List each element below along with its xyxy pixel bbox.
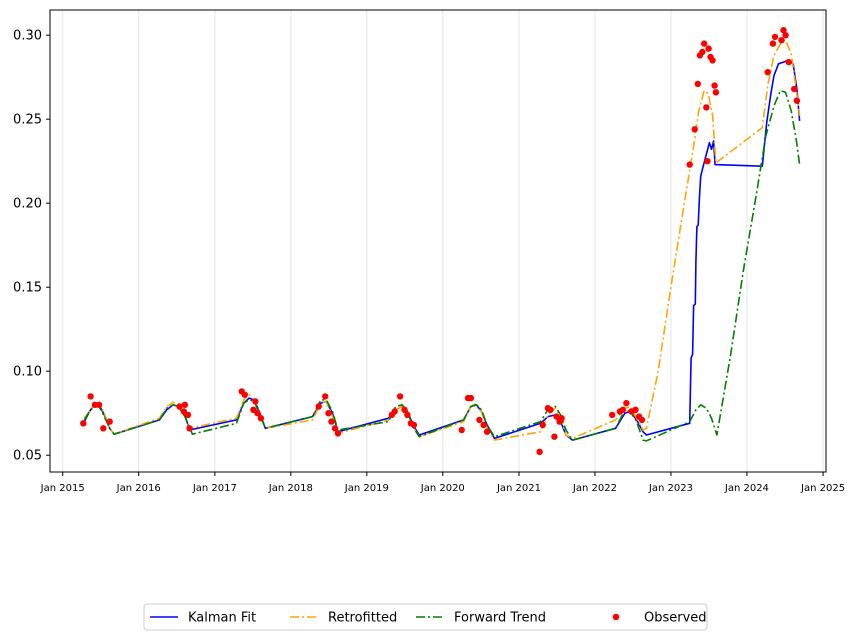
observed-point	[771, 33, 779, 41]
observed-point	[334, 430, 342, 437]
observed-point	[315, 403, 322, 410]
y-tick-label: 0.20	[13, 197, 42, 212]
observed-point	[106, 418, 113, 425]
observed-point	[257, 415, 265, 422]
observed-point	[778, 37, 785, 44]
observed-point	[705, 45, 712, 52]
observed-point	[632, 406, 639, 413]
observed-point	[793, 97, 801, 104]
observed-point	[686, 161, 693, 168]
x-tick-label: Jan 2021	[496, 483, 541, 494]
observed-point	[785, 58, 792, 66]
legend-label-retrofitted: Retrofitted	[328, 611, 397, 626]
legend-label-observed: Observed	[644, 611, 707, 626]
observed-point	[95, 401, 103, 408]
y-tick-label: 0.15	[13, 281, 42, 296]
observed-point	[703, 104, 710, 111]
y-tick-label: 0.30	[13, 29, 42, 44]
observed-points	[80, 27, 801, 455]
observed-point	[701, 40, 708, 47]
observed-point	[609, 411, 616, 419]
retrofitted-series-line	[83, 39, 801, 441]
y-tick-label: 0.10	[13, 365, 42, 380]
observed-point	[547, 406, 554, 413]
x-tick-label: Jan 2023	[648, 483, 693, 494]
x-tick-label: Jan 2025	[800, 483, 845, 494]
grid-layer	[62, 10, 824, 472]
y-axis: 0.05 0.10 0.15 0.20 0.25 0.30	[13, 29, 50, 464]
observed-point	[709, 57, 716, 64]
x-tick-label: Jan 2024	[724, 483, 769, 494]
observed-point	[558, 415, 565, 422]
observed-point	[699, 48, 706, 56]
observed-point	[328, 418, 335, 425]
forward-series-line	[83, 89, 801, 442]
observed-point	[87, 393, 94, 400]
observed-point	[331, 425, 339, 432]
observed-point	[764, 69, 771, 76]
legend-label-forward: Forward Trend	[454, 611, 546, 626]
x-tick-label: Jan 2022	[572, 483, 617, 494]
observed-point	[638, 416, 646, 424]
legend-marker-observed	[612, 613, 620, 621]
legend-box	[143, 603, 708, 631]
observed-point	[712, 89, 720, 96]
observed-point	[100, 425, 107, 432]
observed-point	[254, 410, 261, 417]
observed-point	[704, 158, 711, 165]
observed-point	[410, 421, 418, 429]
y-tick-label: 0.05	[13, 449, 42, 464]
observed-point	[780, 27, 787, 34]
observed-point	[186, 425, 193, 432]
observed-point	[623, 399, 630, 407]
observed-point	[396, 393, 404, 400]
observed-point	[401, 406, 408, 413]
x-tick-label: Jan 2016	[116, 483, 161, 494]
observed-point	[404, 411, 411, 419]
observed-point	[252, 398, 259, 405]
kalman-series-line	[83, 59, 801, 441]
observed-point	[711, 82, 718, 89]
observed-point	[791, 85, 798, 93]
observed-point	[80, 420, 87, 427]
x-tick-label: Jan 2017	[192, 483, 237, 494]
observed-point	[539, 421, 546, 429]
observed-point	[467, 394, 475, 402]
observed-point	[553, 413, 560, 420]
observed-point	[325, 410, 332, 417]
y-tick-label: 0.25	[13, 113, 42, 128]
x-axis: Jan 2015 Jan 2016 Jan 2017 Jan 2018 Jan 2019…	[40, 472, 845, 494]
observed-point	[691, 126, 698, 133]
plot-frame	[49, 9, 827, 473]
series-layer	[83, 39, 801, 442]
observed-point	[184, 411, 192, 419]
observed-point	[619, 406, 626, 413]
observed-point	[391, 408, 398, 415]
observed-point	[694, 80, 701, 88]
observed-point	[476, 416, 483, 424]
observed-point	[536, 448, 543, 455]
observed-point	[181, 401, 189, 408]
x-tick-label: Jan 2015	[40, 483, 85, 494]
observed-point	[241, 391, 248, 398]
observed-point	[769, 40, 777, 47]
observed-point	[458, 426, 465, 434]
observed-point	[782, 32, 789, 39]
x-tick-label: Jan 2018	[268, 483, 313, 494]
observed-point	[176, 403, 183, 410]
legend-label-kalman: Kalman Fit	[188, 611, 256, 626]
observed-point	[322, 393, 329, 400]
x-tick-label: Jan 2019	[344, 483, 389, 494]
x-tick-label: Jan 2020	[420, 483, 465, 494]
legend: Kalman Fit Retrofitted Forward Trend Observ…	[143, 603, 708, 631]
observed-point	[551, 433, 558, 440]
observed-point	[480, 421, 487, 429]
observed-point	[483, 428, 491, 435]
